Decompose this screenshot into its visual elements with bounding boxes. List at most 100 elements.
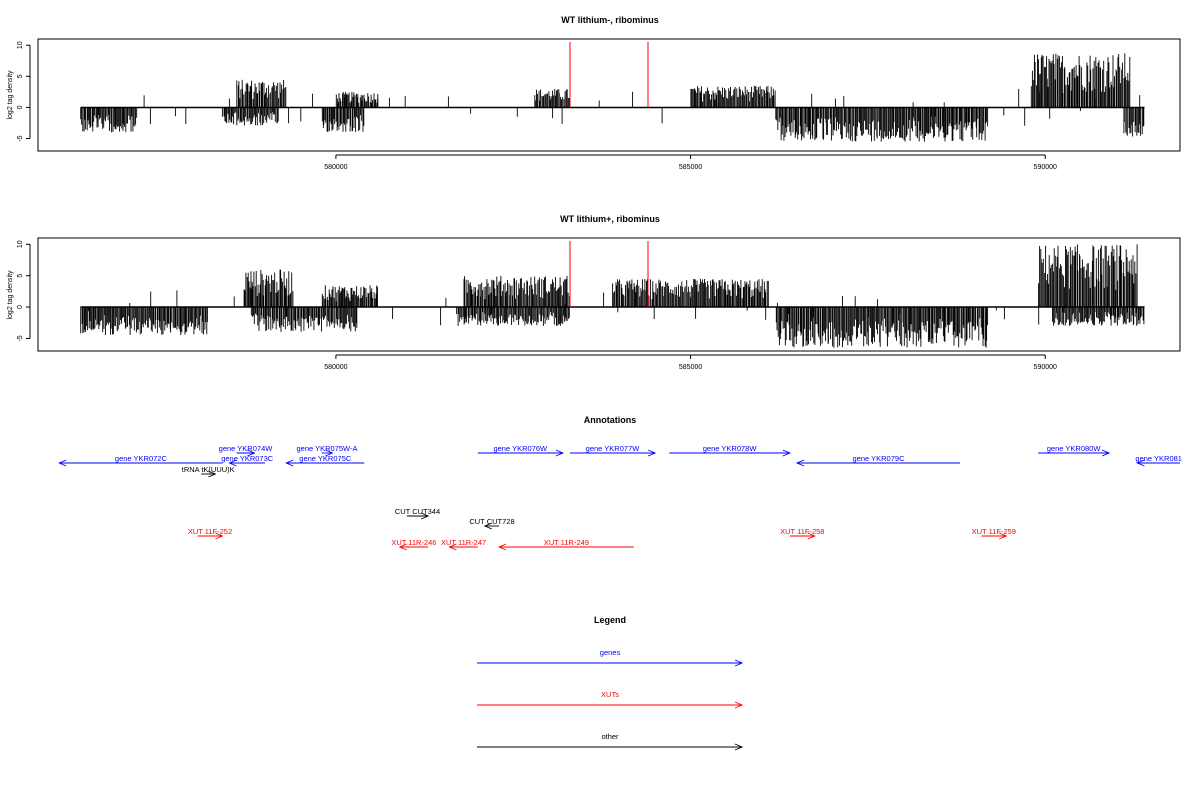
feature-gene-ykr072c: gene YKR072C	[58, 454, 223, 467]
y-tick-label: 10	[17, 41, 24, 49]
feature-gene-ykr075c: gene YKR075C	[285, 454, 365, 467]
feature-label: XUT 11F-259	[972, 527, 1016, 536]
feature-arrow-head	[782, 449, 792, 457]
feature-arrow-head	[325, 449, 334, 457]
x-axis: 580000 585000 590000	[324, 154, 1057, 171]
feature-label: gene YKR080W	[1047, 444, 1102, 453]
x-tick-label: 590000	[1034, 364, 1057, 371]
signal-bars	[80, 244, 1145, 348]
feature-arrow-head	[208, 470, 217, 478]
signal-bars	[80, 53, 1145, 142]
feature-label: gene YKR078W	[703, 444, 758, 453]
y-tick-label: -5	[17, 135, 24, 141]
feature-trna-tk-uuu-k: tRNA tK(UUU)K	[182, 465, 235, 478]
feature-arrow-head	[647, 449, 657, 457]
feature-gene-ykr076w: gene YKR076W	[477, 444, 565, 457]
feature-arrow-head	[420, 512, 430, 520]
plot-frame	[37, 38, 1181, 152]
feature-arrow-head	[58, 459, 67, 467]
feature-label: XUT 11R-249	[544, 538, 589, 547]
feature-arrow-head	[999, 532, 1008, 540]
annotations-title: Annotations	[584, 415, 637, 425]
x-tick-label: 585000	[679, 164, 702, 171]
y-tick-label: 5	[17, 74, 24, 78]
feature-gene-ykr081: gene YKR081	[1135, 454, 1182, 467]
feature-label: gene YKR075C	[299, 454, 352, 463]
feature-xut-11f-259: XUT 11F-259	[972, 527, 1016, 540]
feature-arrow-head	[795, 459, 805, 467]
feature-label: CUT CUT728	[469, 517, 514, 526]
marker-lines	[569, 241, 649, 308]
feature-gene-ykr075w-a: gene YKR075W-A	[296, 444, 358, 457]
feature-gene-ykr080w: gene YKR080W	[1038, 444, 1111, 457]
legend-label: other	[601, 732, 619, 741]
legend-label: genes	[600, 648, 621, 657]
feature-label: CUT CUT344	[395, 507, 440, 516]
feature-label: XUT 11F-252	[188, 527, 232, 536]
feature-label: gene YKR076W	[493, 444, 548, 453]
feature-arrow-head	[398, 543, 407, 551]
feature-cut-cut728: CUT CUT728	[469, 517, 515, 530]
feature-xut-11r-246: XUT 11R-246	[391, 538, 436, 551]
x-tick-label: 590000	[1034, 164, 1057, 171]
x-axis: 580000 585000 590000	[324, 354, 1057, 371]
x-tick-label: 580000	[324, 364, 347, 371]
legend-entry-genes: genes	[477, 648, 744, 667]
y-tick-label: 0	[17, 105, 24, 109]
feature-label: gene YKR073C	[221, 454, 274, 463]
feature-arrow-head	[807, 532, 816, 540]
feature-arrow-head	[228, 459, 237, 467]
feature-cut-cut344: CUT CUT344	[395, 507, 440, 520]
feature-arrow-head	[285, 459, 294, 467]
panel-title: WT lithium-, ribominus	[561, 15, 659, 25]
feature-arrow-head	[247, 449, 256, 457]
legend-arrow-head	[734, 701, 744, 709]
feature-arrow-head	[215, 532, 224, 540]
feature-gene-ykr078w: gene YKR078W	[669, 444, 792, 457]
legend-arrow-head	[734, 743, 744, 751]
y-axis-label: log2 tag density	[7, 70, 14, 120]
feature-label: gene YKR077W	[586, 444, 641, 453]
feature-gene-ykr077w: gene YKR077W	[569, 444, 657, 457]
feature-xut-11r-247: XUT 11R-247	[441, 538, 486, 551]
annotations-track: Annotations gene YKR072C gene YKR073Cgene…	[58, 415, 1182, 551]
feature-label: XUT 11R-246	[391, 538, 436, 547]
legend-arrow-head	[734, 659, 744, 667]
y-tick-label: 5	[17, 274, 24, 278]
x-tick-label: 585000	[679, 364, 702, 371]
feature-label: gene YKR079C	[853, 454, 906, 463]
feature-label: tRNA tK(UUU)K	[182, 465, 235, 474]
feature-label: gene YKR081	[1135, 454, 1182, 463]
marker-lines	[569, 42, 649, 108]
feature-arrow-head	[448, 543, 457, 551]
panel-title: WT lithium+, ribominus	[560, 214, 660, 224]
feature-gene-ykr074w: gene YKR074W	[219, 444, 274, 457]
legend-title: Legend	[594, 615, 626, 625]
feature-label: gene YKR074W	[219, 444, 274, 453]
feature-arrow-head	[555, 449, 565, 457]
plot-frame	[37, 237, 1181, 352]
feature-xut-11r-249: XUT 11R-249	[497, 538, 634, 551]
feature-arrow-head	[483, 522, 493, 530]
feature-label: XUT 11F-258	[780, 527, 824, 536]
feature-arrow-head	[1136, 459, 1145, 467]
legend-entry-xuts: XUTs	[477, 690, 744, 709]
track-panel-lithium-minus: WT lithium-, ribominus log2 tag density …	[7, 15, 1181, 171]
y-axis: -5 0 5 10	[17, 41, 31, 142]
x-tick-label: 580000	[324, 164, 347, 171]
track-panel-lithium-plus: WT lithium+, ribominus log2 tag density …	[7, 214, 1181, 371]
y-tick-label: -5	[17, 335, 24, 341]
feature-label: gene YKR075W-A	[296, 444, 357, 453]
legend-label: XUTs	[601, 690, 619, 699]
legend-entries: genes XUTs other	[477, 648, 744, 751]
feature-xut-11f-258: XUT 11F-258	[780, 527, 824, 540]
feature-label: XUT 11R-247	[441, 538, 486, 547]
y-axis-label: log2 tag density	[7, 270, 14, 320]
feature-arrow-head	[497, 543, 507, 551]
feature-gene-ykr079c: gene YKR079C	[795, 454, 961, 467]
legend-entry-other: other	[477, 732, 744, 751]
legend: Legend genes XUTs other	[477, 615, 744, 751]
y-tick-label: 10	[17, 240, 24, 248]
